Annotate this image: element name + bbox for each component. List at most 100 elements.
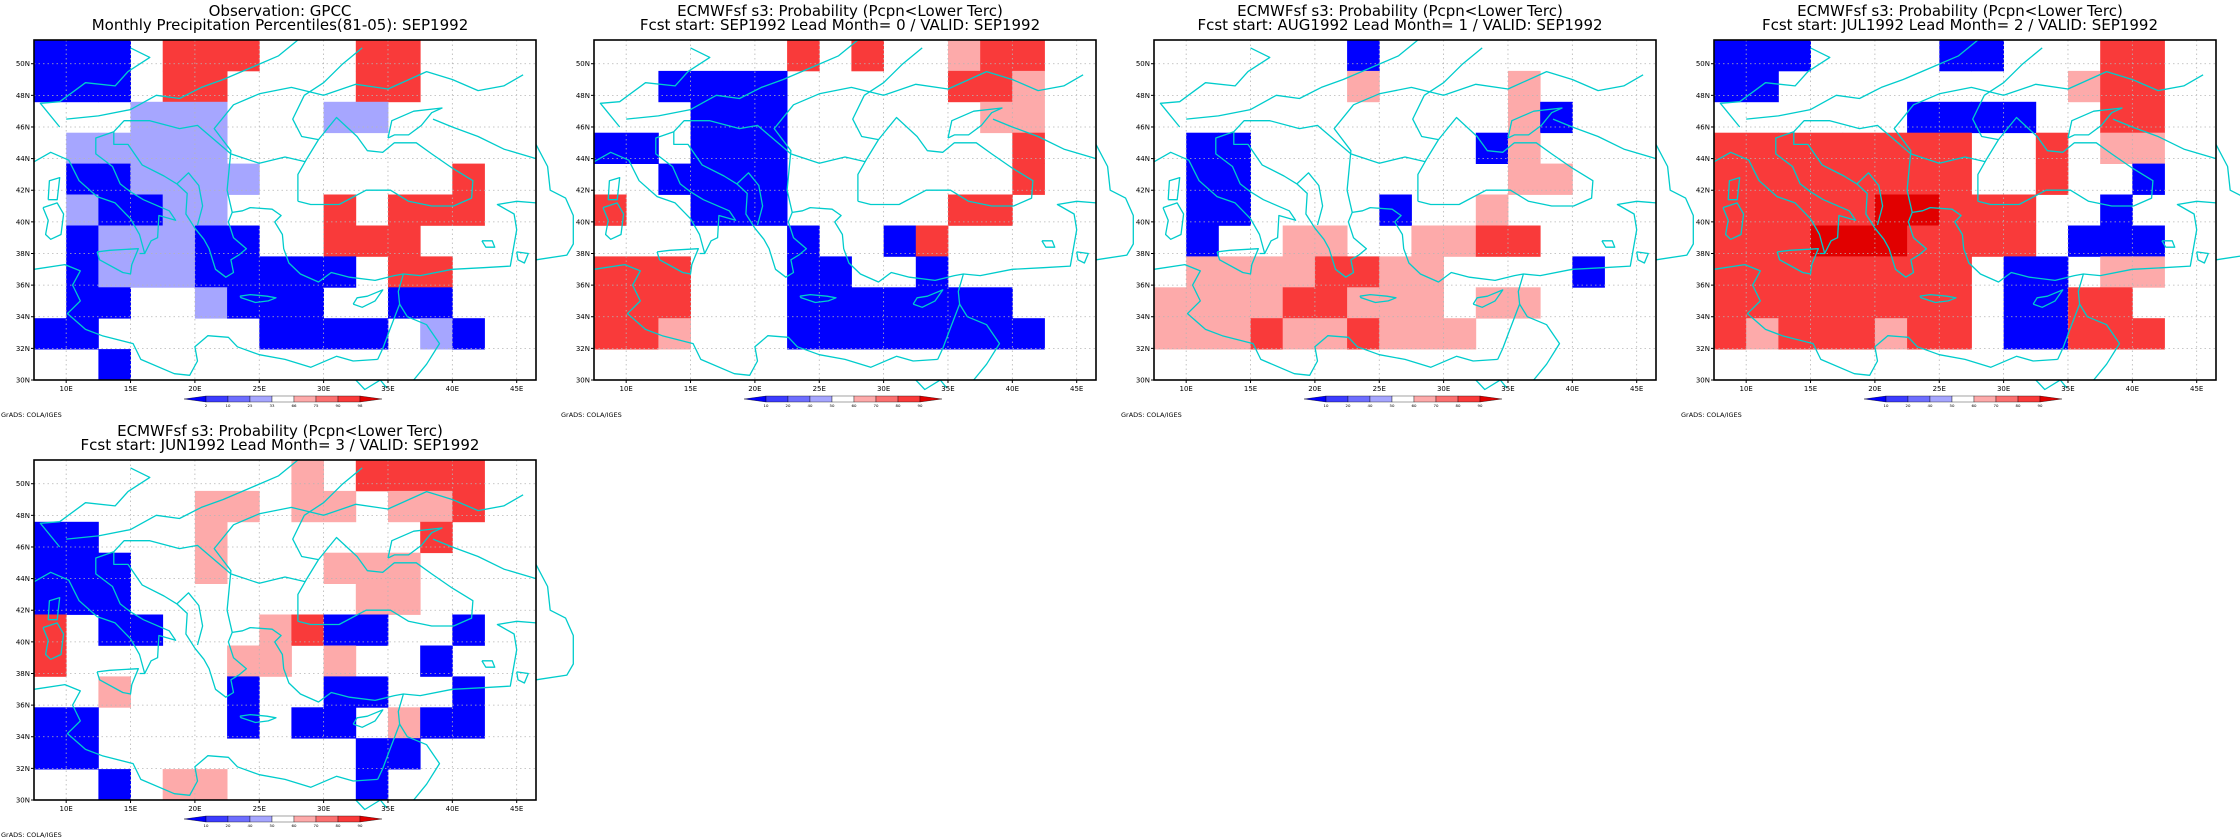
grid-cell (1746, 194, 1779, 226)
grads-credit: GrADS: COLA/IGES (1, 831, 62, 839)
grid-cell (259, 287, 292, 319)
coastline (655, 131, 737, 254)
probability-map: 10E 15E 20E 25E 30E 35E 40E 45E 50N 48N 46N 44N 42N 4… (1136, 39, 1694, 393)
x-tick-label: 25E (813, 385, 826, 393)
coastline (33, 683, 378, 796)
grid-cell (1778, 163, 1811, 195)
grid-cell (1314, 318, 1348, 350)
colorbar-label: 10 (226, 403, 231, 408)
grid-cell (1218, 194, 1251, 226)
panel-subtitle: Fcst start: SEP1992 Lead Month= 0 / VALI… (639, 16, 1041, 34)
coastline (387, 107, 443, 139)
coastline (387, 527, 443, 559)
grid-cell (194, 490, 228, 523)
coastline (1233, 131, 1525, 360)
colorbar-label: 20 (1906, 403, 1911, 408)
grid-cell (1746, 40, 1779, 72)
colorbar-segment (1885, 395, 1909, 403)
grid-cell (66, 318, 99, 350)
grid-cell (66, 194, 99, 226)
y-tick-label: 38N (16, 250, 30, 258)
coastline (33, 263, 378, 376)
colorbar-segment (1457, 395, 1481, 403)
grid-cell (259, 645, 292, 677)
grid-cell (98, 40, 131, 72)
grid-cell (227, 163, 260, 195)
grid-cell (1282, 256, 1316, 288)
coastline (1722, 202, 1745, 240)
panel-title: ECMWFsf s3: Probability (Pcpn<Lower Terc… (1797, 2, 2123, 20)
y-tick-label: 48N (576, 92, 590, 100)
colorbar-segment (315, 395, 339, 403)
grid-cell (1874, 318, 1908, 350)
colorbar-label: 70 (1434, 403, 1439, 408)
colorbar-label: 33 (270, 403, 275, 408)
grid-cell (787, 256, 820, 288)
grid-cell (690, 163, 724, 195)
x-tick-label: 45E (510, 805, 523, 813)
grid-cell (1939, 256, 1972, 288)
grid-cell (291, 490, 324, 523)
grid-cell (194, 552, 228, 584)
grid-cell (1874, 225, 1908, 257)
coastline (1713, 151, 1826, 255)
grid-cell (355, 676, 389, 708)
grid-cell (690, 70, 724, 103)
grid-cell (1810, 163, 1844, 195)
grid-cell (722, 132, 756, 164)
x-tick-label: 35E (941, 385, 954, 393)
colorbar-segment (809, 395, 833, 403)
x-tick-label: 25E (1933, 385, 1946, 393)
grid-cell (162, 769, 196, 801)
grid-cell (1971, 225, 2004, 257)
y-tick-label: 48N (16, 512, 30, 520)
coastline (239, 293, 277, 304)
grid-cell (626, 132, 659, 164)
colorbar-label: 50 (1950, 403, 1955, 408)
y-tick-label: 42N (1136, 187, 1150, 195)
panel-observation: Observation: GPCC Monthly Precipitation … (0, 0, 574, 420)
grid-cell (388, 738, 421, 770)
x-tick-label: 45E (510, 385, 523, 393)
grid-cell (388, 583, 421, 615)
coastline (1972, 47, 2043, 141)
grid-cell (819, 287, 852, 319)
grid-cell (1971, 194, 2004, 226)
grid-cell (323, 707, 357, 739)
grid-cell (1842, 318, 1876, 350)
grid-cell (2035, 318, 2069, 350)
grads-credit: GrADS: COLA/IGES (1, 411, 62, 419)
grid-cell (98, 552, 131, 584)
grid-cell (1746, 163, 1779, 195)
x-tick-label: 20E (1308, 385, 1321, 393)
y-tick-label: 30N (16, 797, 30, 805)
y-tick-label: 46N (1696, 123, 1710, 131)
grid-cell (388, 552, 421, 584)
grid-cell (754, 70, 788, 103)
grid-cell (2003, 225, 2037, 257)
grid-cell (980, 101, 1013, 134)
coastline (1636, 251, 1649, 264)
coastline (352, 289, 384, 308)
grid-cell (1971, 101, 2004, 134)
grid-cell (1475, 132, 1509, 164)
grid-cell (1746, 256, 1779, 288)
grid-cell (34, 583, 67, 615)
grid-cell (227, 225, 260, 257)
coastline (1412, 47, 1483, 141)
grid-cell (130, 194, 164, 226)
grid-cell (948, 40, 981, 72)
panel-title: ECMWFsf s3: Probability (Pcpn<Lower Terc… (1237, 2, 1563, 20)
grid-cell (291, 287, 324, 319)
grid-cell (1842, 287, 1876, 319)
coastline (403, 620, 537, 697)
coastline (593, 263, 938, 376)
grid-cell (2132, 225, 2165, 257)
grid-cell (323, 194, 357, 226)
grid-cell (1218, 287, 1251, 319)
grid-cell (1314, 256, 1348, 288)
grid-cell (658, 287, 691, 319)
coastline (2215, 144, 2240, 261)
grid-cell (130, 132, 164, 164)
panel-lead-1: ECMWFsf s3: Probability (Pcpn<Lower Terc… (1120, 0, 1694, 420)
